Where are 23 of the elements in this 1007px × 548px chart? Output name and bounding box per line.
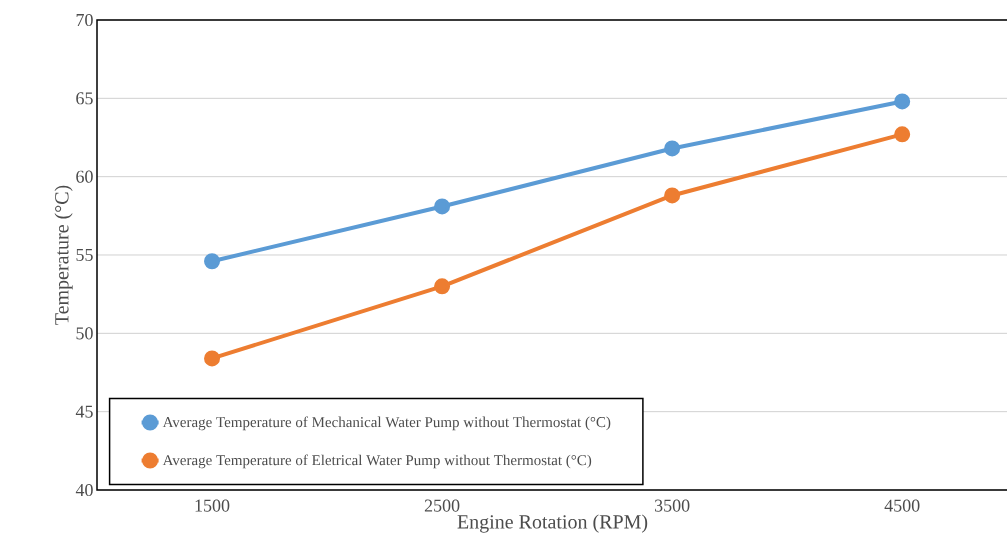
y-tick-label: 55 <box>76 249 93 261</box>
point <box>894 93 911 110</box>
y-tick-label: 70 <box>76 13 93 27</box>
legend-label: Average Temperature of Mechanical Water Pump without Thermostat (°C) <box>162 416 611 431</box>
point <box>434 198 451 215</box>
point <box>664 187 681 204</box>
legend-label: Average Temperature of Eletrical Water Pump without Thermostat (°C) <box>162 454 592 469</box>
point <box>204 253 221 270</box>
x-tick-label: 2500 <box>424 499 460 512</box>
x-axis-title: Engine Rotation (RPM) <box>457 514 648 533</box>
point <box>664 140 681 157</box>
y-tick-label: 45 <box>75 405 93 418</box>
y-tick-label: 50 <box>76 327 93 340</box>
x-tick-label: 3500 <box>654 499 690 512</box>
y-axis-title: Temperature (°C) <box>54 185 73 325</box>
x-tick-label: 4500 <box>884 499 920 512</box>
y-tick-label: 40 <box>75 483 93 497</box>
point <box>434 278 451 295</box>
y-tick-label: 60 <box>76 170 93 183</box>
x-tick-label: 1500 <box>195 499 230 512</box>
y-tick-label: 65 <box>76 92 93 105</box>
point <box>204 350 221 367</box>
point <box>894 126 911 143</box>
